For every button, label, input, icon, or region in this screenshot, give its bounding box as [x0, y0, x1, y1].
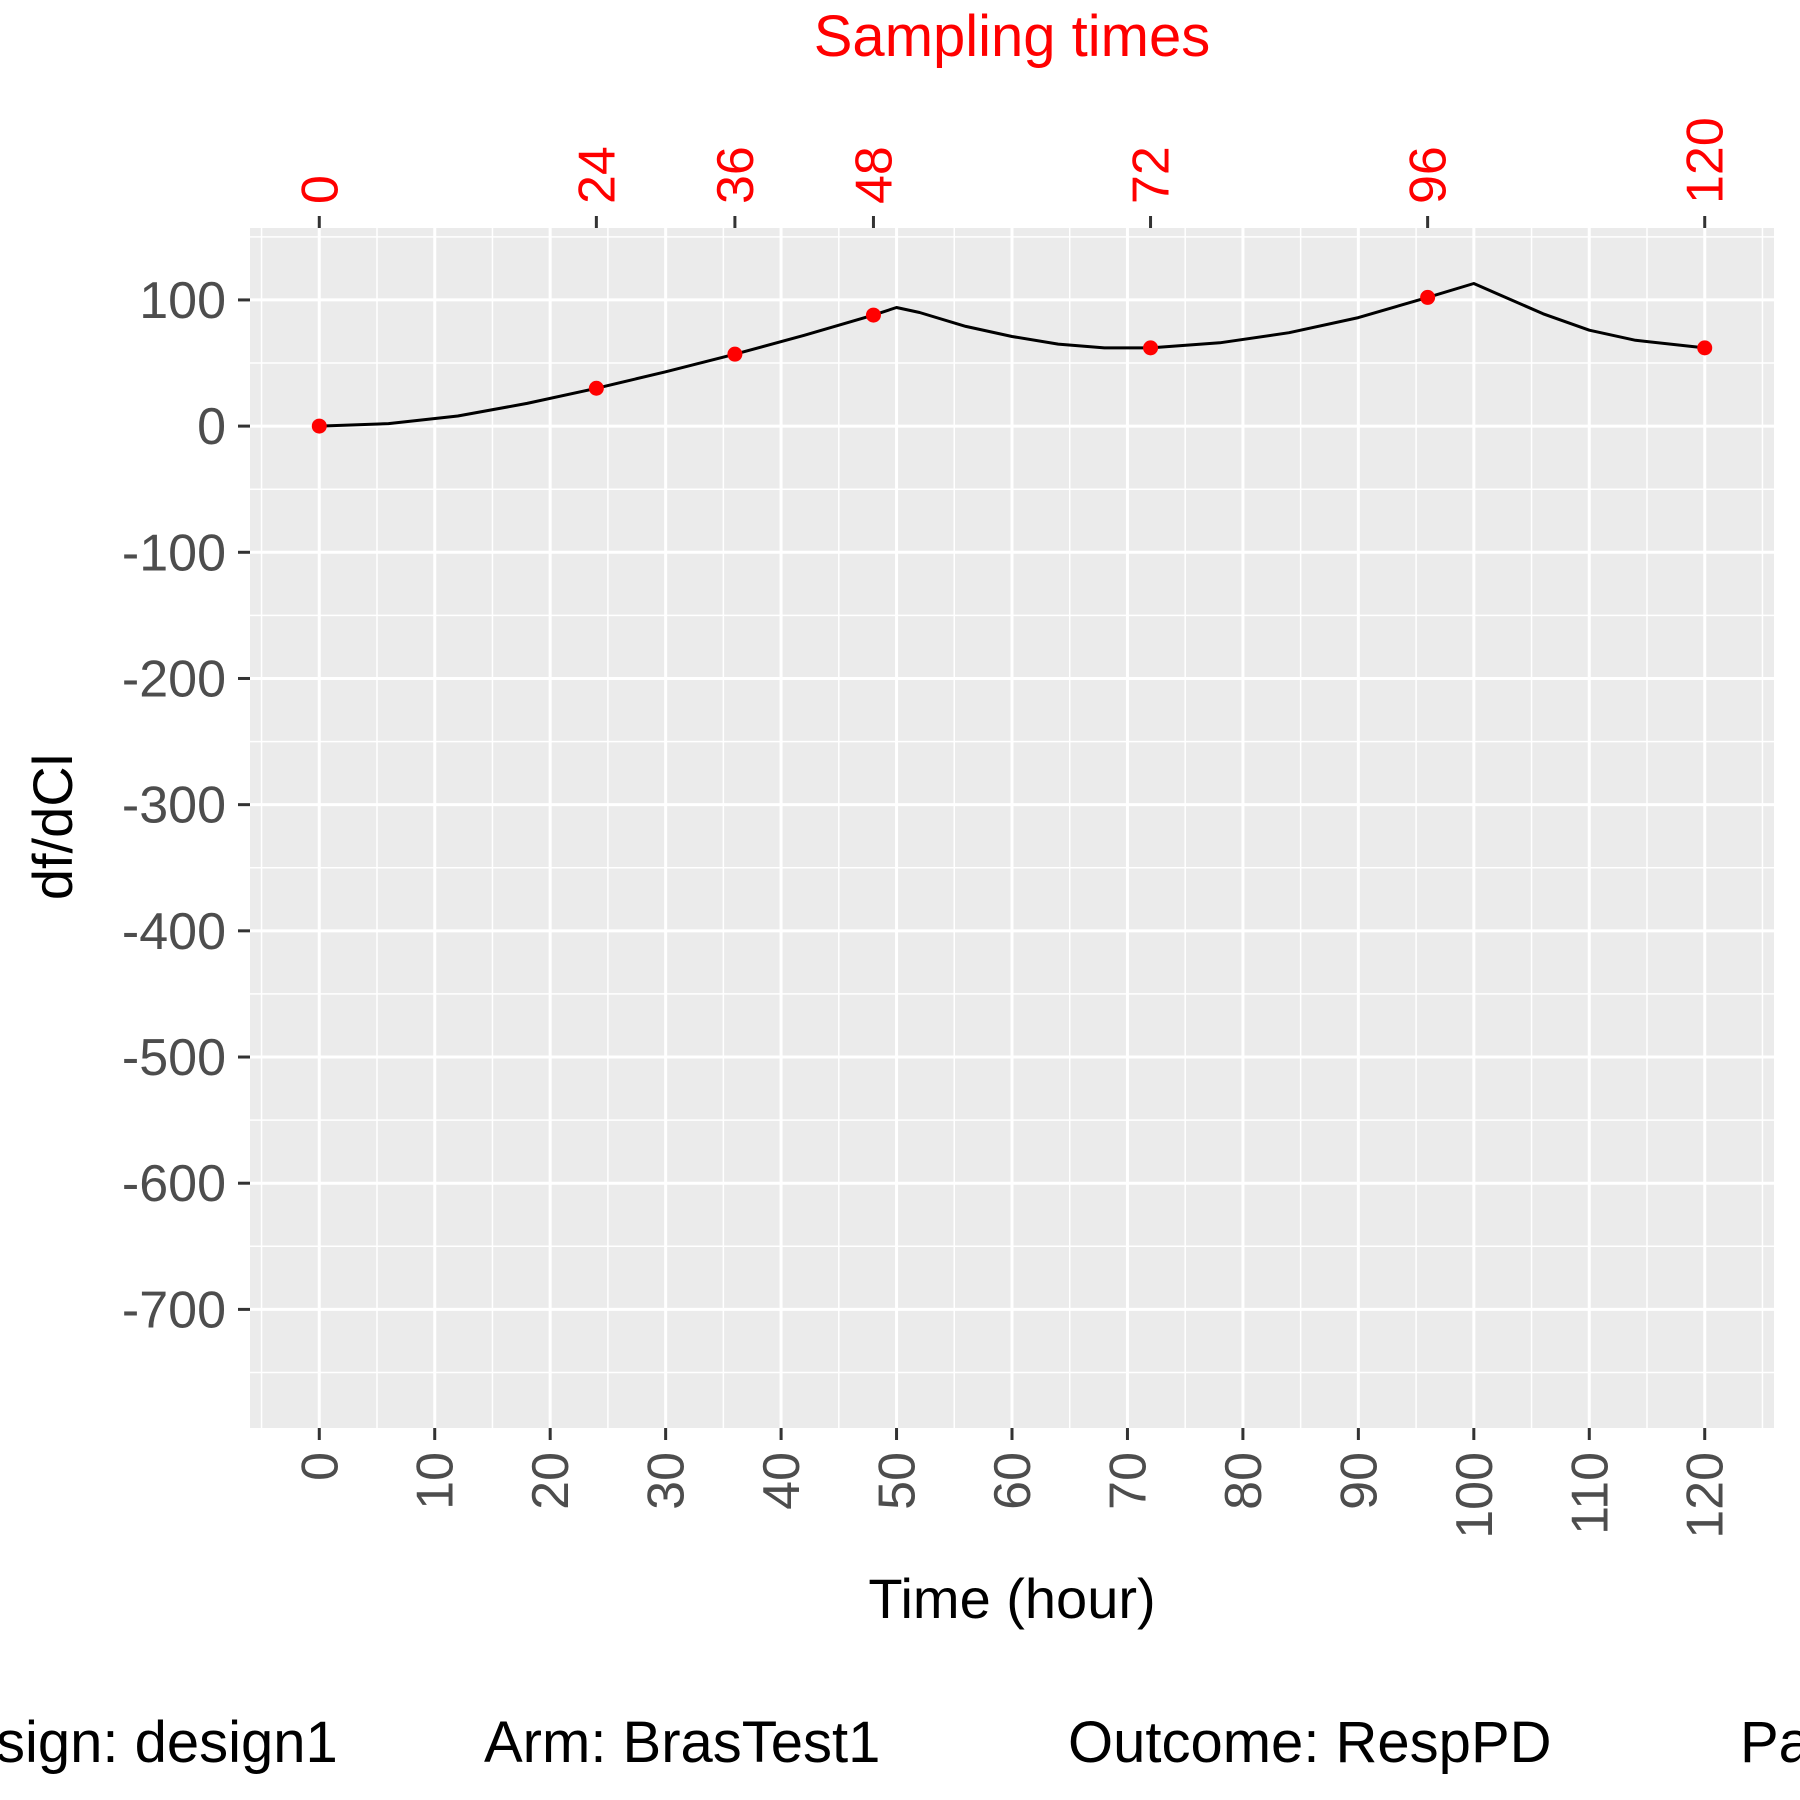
caption-arm: Arm: BrasTest1 [484, 1710, 880, 1775]
top-axis-title: Sampling times [814, 4, 1210, 69]
x-tick-label: 80 [1215, 1452, 1273, 1510]
sampling-point [588, 380, 604, 396]
top-tick-label: 48 [845, 146, 903, 204]
x-tick-label: 40 [753, 1452, 811, 1510]
caption-design: sign: design1 [0, 1710, 338, 1775]
x-axis: 0 10 20 30 40 50 60 70 80 90 100 110 120 [291, 1428, 1735, 1539]
caption-outcome: Outcome: RespPD [1068, 1710, 1552, 1775]
sampling-point [1420, 289, 1436, 305]
x-tick-label: 20 [522, 1452, 580, 1510]
x-tick-label: 50 [869, 1452, 927, 1510]
y-tick-label: -600 [122, 1155, 226, 1213]
top-tick-label: 96 [1400, 146, 1458, 204]
points-layer [311, 289, 1713, 434]
y-tick-label: 100 [139, 272, 226, 330]
sampling-point [311, 418, 327, 434]
top-tick-label: 120 [1677, 117, 1735, 204]
x-tick-label: 60 [984, 1452, 1042, 1510]
series-line [319, 282, 1705, 428]
x-tick-label: 70 [1099, 1452, 1157, 1510]
x-axis-title: Time (hour) [868, 1567, 1155, 1630]
y-tick-label: 0 [197, 398, 226, 456]
top-tick-label: 0 [291, 175, 349, 204]
y-tick-label: -400 [122, 903, 226, 961]
sampling-point [1697, 340, 1713, 356]
x-tick-label: 0 [291, 1452, 349, 1481]
x-tick-label: 90 [1330, 1452, 1388, 1510]
sampling-point [865, 307, 881, 323]
caption-param: Pa [1740, 1710, 1800, 1775]
y-axis: 100 0 -100 -200 -300 -400 -500 -600 -700 [122, 272, 250, 1339]
y-tick-label: -300 [122, 777, 226, 835]
x-tick-label: 10 [407, 1452, 465, 1510]
y-tick-label: -100 [122, 524, 226, 582]
major-grid [250, 228, 1774, 1428]
sampling-point [1143, 340, 1159, 356]
x-tick-label: 120 [1677, 1452, 1735, 1539]
top-tick-label: 24 [568, 146, 626, 204]
y-axis-title: df/dCl [21, 754, 84, 900]
top-tick-label: 72 [1123, 146, 1181, 204]
y-tick-label: -200 [122, 650, 226, 708]
sampling-point [727, 346, 743, 362]
x-tick-label: 110 [1561, 1452, 1619, 1535]
curve-layer [319, 282, 1705, 428]
x-tick-label: 100 [1446, 1452, 1504, 1539]
y-tick-label: -500 [122, 1029, 226, 1087]
x-tick-label: 30 [638, 1452, 696, 1510]
y-tick-label: -700 [122, 1281, 226, 1339]
top-axis: 0 24 36 48 72 96 120 [291, 117, 1735, 228]
top-tick-label: 36 [707, 146, 765, 204]
